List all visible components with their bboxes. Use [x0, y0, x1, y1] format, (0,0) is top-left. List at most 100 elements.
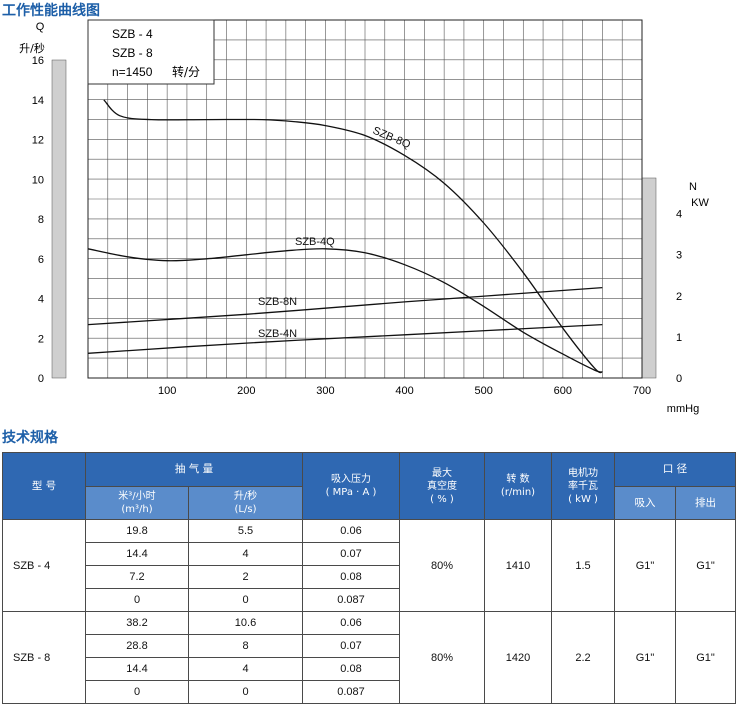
plot-border: [87, 19, 643, 379]
legend-speed: n=1450: [112, 65, 153, 79]
model-name: SZB - 8: [2, 611, 86, 704]
left-axis-bar: [51, 59, 67, 379]
cell-power: 1.5: [551, 519, 615, 612]
header-power-line2: 率千瓦: [568, 480, 598, 492]
cell-m3h: 0: [85, 588, 189, 612]
header-vacuum-line2: 真空度: [427, 480, 457, 492]
cell-m3h: 19.8: [85, 519, 189, 543]
left-tick-label: 4: [38, 294, 44, 306]
left-tick-label: 6: [38, 254, 44, 266]
chart-grid: [87, 19, 643, 379]
legend-box: [87, 19, 215, 85]
header-pressure: 吸入压力 ( MPa · A ): [302, 452, 400, 520]
cell-pressure: 0.06: [302, 611, 400, 635]
x-tick-label: 100: [158, 385, 176, 397]
header-vacuum-line1: 最大: [432, 467, 452, 479]
cell-outlet: G1": [675, 519, 736, 612]
cell-ls: 0: [188, 680, 303, 704]
legend-speed-unit: 转/分: [172, 64, 200, 79]
x-tick-label: 500: [475, 385, 493, 397]
right-tick-label: 4: [676, 209, 682, 221]
header-power-unit: ( kW ): [568, 493, 598, 505]
header-pumping-m3: 米³/小时 (m³/h): [85, 486, 189, 520]
cell-pressure: 0.08: [302, 657, 400, 681]
header-model: 型 号: [2, 452, 86, 520]
left-axis-name: Q: [36, 21, 45, 33]
series-label-szb-4n: SZB-4N: [258, 328, 297, 340]
cell-speed: 1420: [484, 611, 552, 704]
table-row: 14.4 4 0.08: [3, 657, 736, 681]
cell-m3h: 14.4: [85, 542, 189, 566]
table-row: 0 0 0.087: [3, 588, 736, 612]
table-row: SZB - 4 19.8 5.5 0.06 80% 1410 1.5 G1" G…: [2, 519, 736, 612]
cell-vacuum: 80%: [399, 611, 485, 704]
left-tick-label: 12: [32, 135, 44, 147]
cell-pressure: 0.07: [302, 542, 400, 566]
cell-power: 2.2: [551, 611, 615, 704]
header-vacuum: 最大 真空度 ( % ): [399, 452, 485, 520]
series-line-szb-4q: [87, 248, 603, 373]
cell-m3h: 28.8: [85, 634, 189, 658]
model-name: SZB - 4: [2, 519, 86, 612]
left-tick-label: 0: [38, 373, 44, 385]
cell-inlet: G1": [614, 611, 676, 704]
x-tick-label: 300: [316, 385, 334, 397]
left-axis-unit: 升/秒: [19, 41, 45, 55]
left-tick-label: 16: [32, 55, 44, 67]
left-tick-label: 8: [38, 214, 44, 226]
cell-ls: 2: [188, 565, 303, 589]
table-row: 0 0 0.087: [3, 680, 736, 704]
left-tick-label: 10: [32, 174, 44, 186]
cell-inlet: G1": [614, 519, 676, 612]
table-row: 7.2 2 0.08: [3, 565, 736, 589]
series-label-szb-4q: SZB-4Q: [295, 236, 335, 248]
header-pressure-label: 吸入压力: [331, 474, 371, 485]
cell-m3h: 14.4: [85, 657, 189, 681]
table-row: 28.8 8 0.07: [3, 634, 736, 658]
header-vacuum-unit: ( % ): [430, 493, 454, 505]
cell-ls: 4: [188, 542, 303, 566]
cell-outlet: G1": [675, 611, 736, 704]
header-pumping-m3-unit: (m³/h): [121, 504, 153, 515]
series-line-szb-8n: [87, 286, 603, 326]
cell-ls: 5.5: [188, 519, 303, 543]
chart-title: 工作性能曲线图: [2, 3, 100, 19]
x-tick-label: 600: [554, 385, 572, 397]
right-tick-label: 2: [676, 291, 682, 303]
header-speed: 转 数 (r/min): [484, 452, 552, 520]
header-speed-label: 转 数: [506, 474, 530, 485]
cell-m3h: 7.2: [85, 565, 189, 589]
header-pumping-ls: 升/秒 (L/s): [188, 486, 303, 520]
chart-series: [87, 99, 603, 374]
series-line-szb-4n: [87, 323, 603, 354]
cell-pressure: 0.087: [302, 680, 400, 704]
header-pressure-unit: ( MPa · A ): [325, 487, 377, 498]
header-power: 电机功 率千瓦 ( kW ): [551, 452, 615, 520]
header-speed-unit: (r/min): [500, 487, 536, 498]
header-power-line1: 电机功: [568, 467, 598, 479]
header-pumping-ls-unit: (L/s): [234, 504, 257, 515]
x-tick-label: 200: [237, 385, 255, 397]
cell-m3h: 38.2: [85, 611, 189, 635]
header-outlet: 排出: [675, 486, 736, 520]
table-row: 14.4 4 0.07: [3, 542, 736, 566]
right-tick-label: 0: [676, 373, 682, 385]
x-tick-label: 400: [395, 385, 413, 397]
header-port: 口 径: [614, 452, 736, 487]
cell-ls: 4: [188, 657, 303, 681]
x-axis-unit: mmHg: [667, 403, 699, 415]
right-tick-label: 1: [676, 332, 682, 344]
series-label-szb-8n: SZB-8N: [258, 296, 297, 308]
cell-pressure: 0.08: [302, 565, 400, 589]
right-axis-unit: KW: [691, 197, 709, 209]
header-pumping-m3-label: 米³/小时: [118, 491, 156, 502]
cell-ls: 8: [188, 634, 303, 658]
cell-pressure: 0.06: [302, 519, 400, 543]
right-axis-name: N: [689, 181, 697, 193]
right-tick-label: 3: [676, 250, 682, 262]
table-row: SZB - 8 38.2 10.6 0.06 80% 1420 2.2 G1" …: [2, 611, 736, 704]
left-tick-label: 2: [38, 333, 44, 345]
header-inlet: 吸入: [614, 486, 676, 520]
